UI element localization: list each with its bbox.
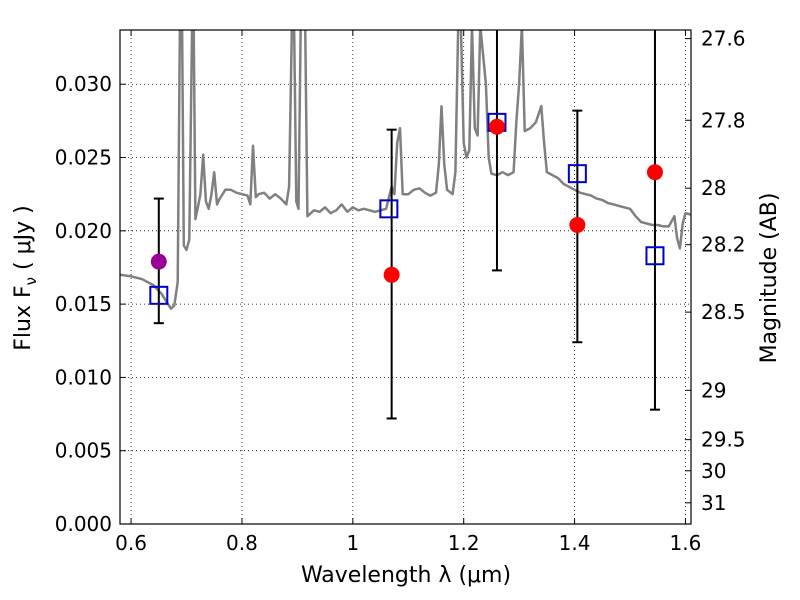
model-flux-square [149, 285, 169, 305]
observed-flux-point [569, 216, 586, 233]
axis-ticks: 0.6 0.8 1 1.2 1.4 1.6 0.000 0.005 0.010 0.015 0.02… [55, 27, 746, 555]
y2-tick-label: 27.8 [701, 108, 746, 132]
y-tick-label: 0.000 [55, 512, 112, 536]
plot-frame [119, 29, 692, 525]
y-axis-label: Flux Fν ( μJy ) [11, 205, 40, 350]
y-tick-label: 0.020 [55, 219, 112, 243]
y2-tick-label: 30 [701, 459, 726, 483]
plot-area [120, 30, 691, 420]
y-axis-label-subscript: ν [22, 277, 40, 285]
x-axis-label: Wavelength λ (μm) [301, 563, 511, 588]
y2-axis-label: Magnitude (AB) [757, 193, 782, 364]
y-tick-label: 0.005 [55, 439, 112, 463]
upper-limit-point [150, 253, 167, 270]
grid [120, 30, 691, 525]
model-flux-square [379, 199, 399, 219]
y-axis-label-unit: ( μJy ) [11, 205, 36, 277]
y-tick-label: 0.025 [55, 146, 112, 170]
model-flux-square [645, 246, 665, 266]
y2-tick-label: 28 [701, 176, 726, 200]
model-flux-square [567, 164, 587, 184]
y2-tick-label: 28.5 [701, 300, 746, 324]
y2-tick-label: 29 [701, 378, 726, 402]
x-tick-label: 0.8 [226, 531, 258, 555]
y-tick-label: 0.030 [55, 72, 112, 96]
observed-flux-point [646, 164, 663, 181]
observed-flux-point [383, 266, 400, 283]
x-tick-label: 0.6 [115, 531, 147, 555]
y2-tick-label: 31 [701, 491, 726, 515]
x-tick-label: 1 [346, 531, 359, 555]
x-tick-label: 1.4 [559, 531, 591, 555]
y-tick-label: 0.015 [55, 292, 112, 316]
y2-tick-label: 28.2 [701, 233, 746, 257]
observed-flux-point [488, 118, 505, 135]
y-tick-label: 0.010 [55, 365, 112, 389]
sed-model-line [120, 30, 691, 310]
y2-tick-label: 27.6 [701, 27, 746, 51]
x-tick-label: 1.2 [448, 531, 480, 555]
y2-tick-label: 29.5 [701, 428, 746, 452]
y-axis-label-main: Flux F [11, 285, 36, 350]
x-tick-label: 1.6 [670, 531, 702, 555]
